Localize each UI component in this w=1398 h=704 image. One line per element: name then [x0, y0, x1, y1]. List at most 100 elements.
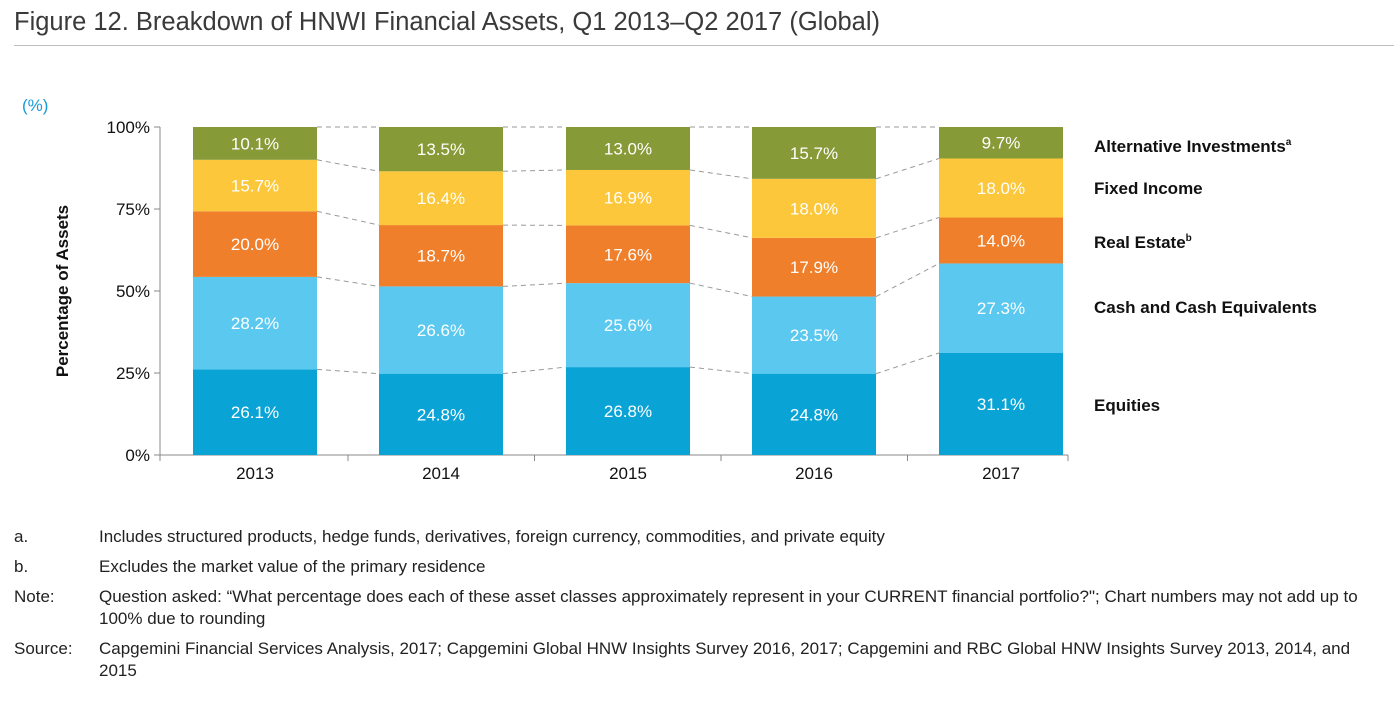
- footnote-key: Source:: [14, 639, 73, 658]
- legend-label: Equities: [1094, 396, 1160, 415]
- data-label: 27.3%: [977, 299, 1025, 318]
- footnote-a: a. Includes structured products, hedge f…: [14, 526, 1384, 548]
- bar-segment-real-estate-2013: [193, 211, 317, 277]
- y-tick-label: 25%: [116, 364, 150, 383]
- data-label: 13.0%: [604, 139, 652, 158]
- footnote-key: Note:: [14, 587, 55, 606]
- data-label: 31.1%: [977, 395, 1025, 414]
- unit-label: (%): [22, 96, 49, 115]
- bar-segment-real-estate-2016: [752, 237, 876, 297]
- data-label: 18.7%: [417, 247, 465, 266]
- bar-segment-fixed-income-2016: [752, 178, 876, 238]
- bar-segment-alternative-investments-2014: [379, 127, 503, 172]
- footnote-text: Capgemini Financial Services Analysis, 2…: [99, 639, 1351, 680]
- footnote-b: b. Excludes the market value of the prim…: [14, 556, 1384, 578]
- y-tick-label: 50%: [116, 282, 150, 301]
- data-label: 26.1%: [231, 403, 279, 422]
- bar-segment-equities-2015: [566, 367, 690, 455]
- connector-line: [689, 366, 753, 375]
- stacked-bar-chart: Percentage of Assets 0% 25% 50% 75% 100% 26.1%…: [53, 118, 1317, 483]
- legend-label: Alternative Investmentsa: [1094, 137, 1292, 156]
- data-label: 20.0%: [231, 235, 279, 254]
- connector-line: [875, 352, 940, 375]
- data-label: 14.0%: [977, 231, 1025, 250]
- footnote-text: Excludes the market value of the primary…: [99, 557, 486, 576]
- connector-line: [689, 224, 753, 239]
- bar-segment-fixed-income-2017: [939, 158, 1063, 218]
- footnote-note: Note: Question asked: “What percentage d…: [14, 586, 1384, 630]
- data-label: 17.9%: [790, 258, 838, 277]
- x-tick-label: 2013: [236, 464, 274, 483]
- bar-segment-alternative-investments-2013: [193, 127, 317, 160]
- connector-line: [502, 282, 567, 287]
- data-label: 18.0%: [790, 199, 838, 218]
- legend-superscript: b: [1186, 233, 1192, 244]
- bar-segment-alternative-investments-2017: [939, 127, 1063, 159]
- connector-line: [875, 158, 940, 180]
- x-tick-label: 2016: [795, 464, 833, 483]
- chart-title: Figure 12. Breakdown of HNWI Financial A…: [14, 8, 881, 36]
- connector-line: [502, 366, 567, 375]
- data-label: 15.7%: [231, 177, 279, 196]
- footnote-text: Includes structured products, hedge fund…: [99, 527, 885, 546]
- legend-label: Cash and Cash Equivalents: [1094, 298, 1317, 317]
- data-label: 16.9%: [604, 189, 652, 208]
- data-label: 13.5%: [417, 140, 465, 159]
- x-tick-label: 2017: [982, 464, 1020, 483]
- bar-segment-fixed-income-2015: [566, 169, 690, 226]
- connector-line: [875, 263, 940, 298]
- data-label: 10.1%: [231, 134, 279, 153]
- x-tick-label: 2014: [422, 464, 460, 483]
- legend-superscript: a: [1286, 137, 1292, 148]
- data-label: 23.5%: [790, 326, 838, 345]
- connector-line: [316, 368, 380, 375]
- data-label: 26.6%: [417, 321, 465, 340]
- bar-segment-alternative-investments-2016: [752, 127, 876, 179]
- connector-line: [689, 169, 753, 180]
- connector-line: [689, 282, 753, 298]
- data-label: 18.0%: [977, 179, 1025, 198]
- y-tick-label: 100%: [107, 118, 150, 137]
- bar-segment-real-estate-2015: [566, 225, 690, 284]
- title-divider: [14, 45, 1394, 46]
- bar-segment-cash-and-cash-equivalents-2017: [939, 263, 1063, 353]
- bar-segment-real-estate-2017: [939, 217, 1063, 264]
- bar-segment-equities-2013: [193, 369, 317, 455]
- x-tick-label: 2015: [609, 464, 647, 483]
- bar-segment-real-estate-2014: [379, 225, 503, 287]
- footnote-text: Question asked: “What percentage does ea…: [99, 587, 1358, 628]
- bar-segment-cash-and-cash-equivalents-2015: [566, 283, 690, 368]
- data-label: 24.8%: [417, 405, 465, 424]
- footnotes: a. Includes structured products, hedge f…: [14, 526, 1384, 690]
- connector-line: [316, 276, 380, 287]
- bar-segment-equities-2014: [379, 373, 503, 455]
- footnote-key: b.: [14, 557, 29, 576]
- legend-label: Real Estateb: [1094, 233, 1192, 252]
- data-label: 25.6%: [604, 316, 652, 335]
- footnote-source: Source: Capgemini Financial Services Ana…: [14, 638, 1384, 682]
- legend-label: Fixed Income: [1094, 179, 1203, 198]
- bar-segment-alternative-investments-2015: [566, 127, 690, 170]
- connector-line: [316, 210, 380, 226]
- data-label: 9.7%: [982, 134, 1021, 153]
- data-label: 24.8%: [790, 405, 838, 424]
- bar-segment-cash-and-cash-equivalents-2013: [193, 276, 317, 370]
- y-tick-label: 0%: [125, 446, 150, 465]
- bar-segment-cash-and-cash-equivalents-2014: [379, 286, 503, 374]
- connector-line: [316, 159, 380, 172]
- data-label: 15.7%: [790, 144, 838, 163]
- bar-segment-fixed-income-2013: [193, 159, 317, 212]
- bar-segment-fixed-income-2014: [379, 171, 503, 226]
- y-axis-label: Percentage of Assets: [53, 205, 72, 377]
- footnote-key: a.: [14, 527, 29, 546]
- bar-segment-cash-and-cash-equivalents-2016: [752, 296, 876, 374]
- connector-line: [875, 217, 940, 239]
- bar-segment-equities-2016: [752, 373, 876, 455]
- bar-segment-equities-2017: [939, 352, 1063, 455]
- data-label: 16.4%: [417, 189, 465, 208]
- y-tick-label: 75%: [116, 200, 150, 219]
- data-label: 26.8%: [604, 402, 652, 421]
- data-label: 28.2%: [231, 314, 279, 333]
- data-label: 17.6%: [604, 245, 652, 264]
- connector-line: [502, 169, 567, 172]
